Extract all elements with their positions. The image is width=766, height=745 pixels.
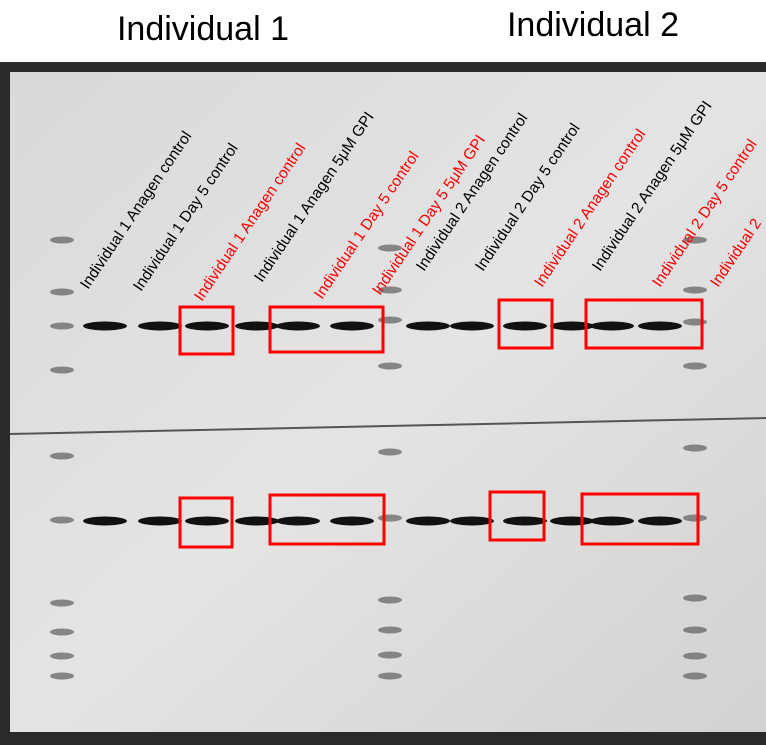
band <box>406 517 450 526</box>
ladder-band <box>50 673 74 680</box>
band <box>406 322 450 331</box>
band <box>185 517 229 526</box>
ladder-band <box>683 515 707 522</box>
band <box>330 517 374 526</box>
band <box>450 322 494 331</box>
band <box>235 322 279 331</box>
band <box>638 322 682 331</box>
group-header: Individual 1 <box>117 10 289 48</box>
group-header: Individual 2 <box>507 6 679 44</box>
ladder-band <box>683 653 707 660</box>
ladder-band <box>378 652 402 659</box>
ladder-band <box>50 600 74 607</box>
band <box>83 322 127 331</box>
band <box>550 517 594 526</box>
band <box>138 322 182 331</box>
ladder-band <box>683 673 707 680</box>
ladder-band <box>683 595 707 602</box>
ladder-band <box>378 515 402 522</box>
band <box>590 322 634 331</box>
band <box>330 322 374 331</box>
ladder-band <box>50 323 74 330</box>
ladder-band <box>683 627 707 634</box>
ladder-band <box>50 367 74 374</box>
ladder-band <box>378 673 402 680</box>
page: Individual 1 Anagen controlIndividual 1 … <box>0 0 766 745</box>
band <box>185 322 229 331</box>
band <box>235 517 279 526</box>
band <box>590 517 634 526</box>
band <box>503 517 547 526</box>
band <box>276 322 320 331</box>
figure: Individual 1 Anagen controlIndividual 1 … <box>0 0 766 745</box>
ladder-band <box>50 653 74 660</box>
ladder-band <box>378 597 402 604</box>
ladder-band <box>50 237 74 244</box>
ladder-band <box>50 453 74 460</box>
ladder-band <box>683 287 707 294</box>
band <box>276 517 320 526</box>
band <box>450 517 494 526</box>
ladder-band <box>683 445 707 452</box>
ladder-band <box>378 363 402 370</box>
ladder-band <box>378 627 402 634</box>
band <box>503 322 547 331</box>
ladder-band <box>50 517 74 524</box>
ladder-band <box>378 449 402 456</box>
band <box>638 517 682 526</box>
ladder-band <box>50 629 74 636</box>
band <box>83 517 127 526</box>
ladder-band <box>683 363 707 370</box>
ladder-band <box>50 289 74 296</box>
band <box>138 517 182 526</box>
